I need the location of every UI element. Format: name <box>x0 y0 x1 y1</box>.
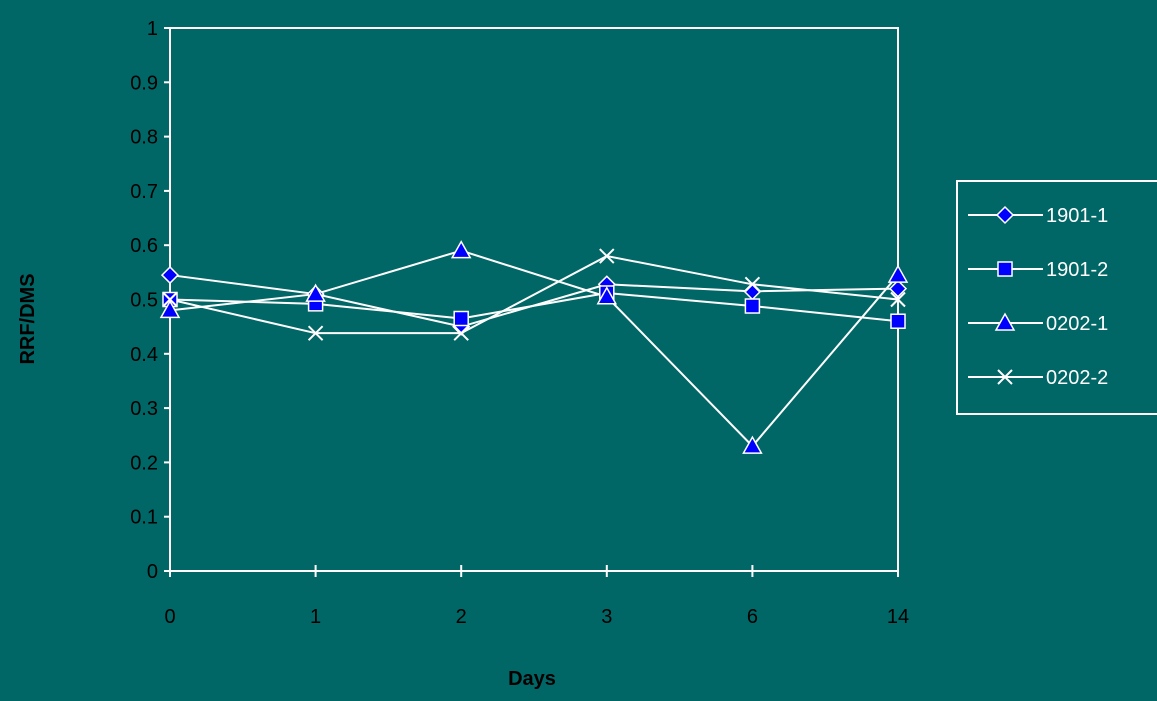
data-point-1901-2 <box>890 313 906 329</box>
legend-marker-0202-2 <box>997 369 1013 385</box>
data-point-0202-1 <box>159 299 181 319</box>
x-mark-stroke <box>162 291 178 308</box>
y-tick-label: 0.3 <box>130 398 158 420</box>
axis-labels: RRF/DMS Days <box>17 273 556 690</box>
y-tick-label: 0.2 <box>130 452 158 474</box>
data-point-1901-1 <box>888 279 908 298</box>
legend-marker-1901-1 <box>995 205 1015 225</box>
legend-label: 0202-1 <box>1046 313 1108 335</box>
x-tick-label: 1 <box>310 606 321 628</box>
data-point-1901-2 <box>744 298 761 314</box>
data-point-0202-2 <box>307 325 324 341</box>
y-tick-label: 0.9 <box>130 72 158 94</box>
series-line-1901-1 <box>169 274 899 328</box>
data-point-0202-2 <box>162 291 178 308</box>
legend-marker-1901-2 <box>997 261 1013 277</box>
y-tick-label: 0.6 <box>130 235 158 257</box>
data-point-1901-2 <box>453 310 469 327</box>
legend-label: 0202-2 <box>1046 367 1108 389</box>
x-mark-stroke <box>744 276 761 293</box>
y-axis-label: RRF/DMS <box>17 273 39 364</box>
plot-frame <box>169 27 899 572</box>
data-point-1901-1 <box>160 266 180 285</box>
data-point-0202-2 <box>453 325 469 341</box>
x-tick-label: 0 <box>164 606 175 628</box>
x-mark-stroke <box>307 325 324 341</box>
x-mark-stroke <box>997 369 1013 385</box>
y-tick-label: 0.1 <box>130 507 158 529</box>
x-tick-label: 6 <box>747 606 758 628</box>
legend: 1901-1 1901-2 0202-1 0202-2 <box>956 180 1157 415</box>
y-tick-label: 1 <box>147 18 158 40</box>
y-tick-label: 0 <box>147 561 158 583</box>
data-point-0202-2 <box>890 291 906 308</box>
legend-label: 1901-1 <box>1046 205 1108 227</box>
y-tick-label: 0.8 <box>130 127 158 149</box>
x-mark-stroke <box>599 248 615 264</box>
x-mark-stroke <box>453 325 469 341</box>
data-point-0202-2 <box>599 248 615 264</box>
y-tick-label: 0.5 <box>130 290 158 312</box>
data-point-0202-1 <box>450 240 472 259</box>
x-tick-label: 14 <box>887 606 909 628</box>
y-tick-label: 0.7 <box>130 181 158 203</box>
legend-label: 1901-2 <box>1046 259 1108 281</box>
series-markers <box>159 240 909 454</box>
x-axis-label: Days <box>508 668 556 690</box>
data-point-0202-1 <box>596 286 618 305</box>
x-tick-label: 2 <box>456 606 467 628</box>
legend-marker-0202-1 <box>994 312 1016 331</box>
data-point-0202-2 <box>744 276 761 293</box>
axes: 0 0.1 0.2 0.3 0.4 0.5 0.6 0.7 0.8 0.9 1 0 1 2 3 6 14 <box>130 18 909 628</box>
data-point-0202-1 <box>742 435 763 454</box>
x-tick-label: 3 <box>601 606 612 628</box>
series-lines <box>169 249 899 448</box>
data-point-0202-1 <box>305 283 326 302</box>
x-mark-stroke <box>890 291 906 308</box>
legend-box <box>956 180 1157 415</box>
data-point-0202-1 <box>887 264 909 283</box>
series-line-0202-1 <box>169 249 899 448</box>
y-tick-label: 0.4 <box>130 344 158 366</box>
series-line-0202-2 <box>169 255 899 335</box>
series-line-1901-2 <box>169 291 899 323</box>
